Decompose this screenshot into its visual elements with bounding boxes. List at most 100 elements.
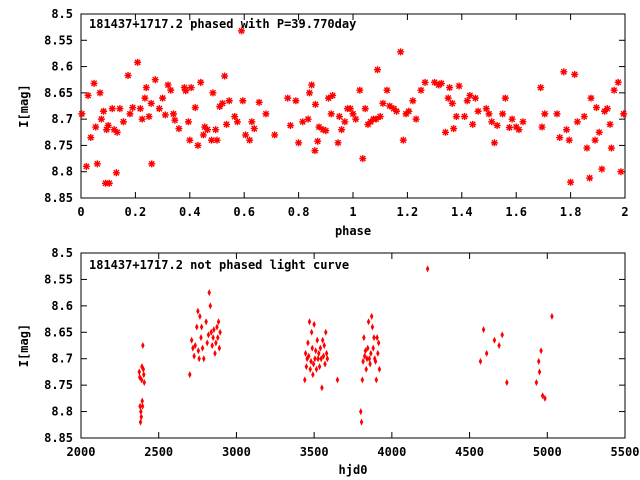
data-point [497, 342, 501, 349]
data-point [250, 124, 259, 133]
y-tick-label: 8.5 [51, 246, 73, 260]
data-point [321, 353, 326, 360]
data-point [170, 115, 180, 125]
data-point [186, 83, 196, 92]
data-point [303, 376, 307, 383]
x-tick-label: 2500 [144, 445, 173, 459]
x-tick-label: 1.4 [451, 205, 473, 219]
data-point [378, 99, 388, 108]
data-point [364, 366, 368, 373]
data-point [218, 99, 227, 108]
data-point [404, 107, 413, 116]
data-point [312, 321, 316, 328]
data-point [174, 124, 184, 133]
data-point [616, 167, 626, 176]
data-point [514, 125, 524, 134]
data-point [416, 86, 426, 95]
data-point [247, 117, 257, 126]
data-point [311, 100, 320, 109]
data-point [196, 308, 200, 315]
data-point [315, 337, 319, 344]
data-point [473, 107, 483, 116]
data-point [603, 104, 612, 113]
data-point [375, 334, 379, 341]
chart-title: 181437+1717.2 not phased light curve [89, 258, 349, 272]
x-axis-label: hjd0 [339, 463, 368, 477]
data-point [586, 93, 596, 103]
data-point [261, 109, 271, 119]
data-point [313, 347, 318, 354]
data-point [340, 117, 350, 126]
y-tick-label: 8.6 [51, 299, 73, 313]
data-point [351, 114, 360, 124]
x-tick-label: 1.2 [397, 205, 419, 219]
data-point [481, 326, 486, 333]
y-tick-label: 8.75 [44, 138, 73, 152]
data-point [585, 173, 594, 183]
data-point [335, 112, 344, 121]
y-tick-label: 8.7 [51, 112, 73, 126]
x-tick-label: 2 [621, 205, 628, 219]
data-point [139, 413, 144, 420]
data-point [181, 86, 190, 95]
data-point [213, 350, 217, 357]
data-point [358, 154, 367, 163]
data-point [314, 366, 319, 373]
data-point [370, 323, 375, 331]
data-point [317, 363, 322, 370]
data-point [119, 117, 128, 126]
data-point [142, 371, 146, 378]
chart-title: 181437+1717.2 phased with P=39.770day [89, 17, 356, 31]
data-point [478, 358, 483, 365]
data-point [208, 302, 213, 309]
data-point [169, 109, 178, 119]
data-point [270, 130, 279, 140]
data-point [425, 265, 430, 272]
data-point [565, 135, 574, 145]
data-point [306, 339, 310, 346]
y-tick-label: 8.85 [44, 431, 73, 445]
data-point [185, 135, 195, 145]
data-point [97, 114, 106, 124]
data-point [82, 162, 91, 171]
data-point [203, 125, 212, 134]
data-point [559, 67, 568, 77]
data-point [376, 112, 385, 121]
data-point [225, 96, 234, 105]
data-point [592, 103, 601, 112]
data-point [498, 109, 507, 119]
data-point [222, 120, 231, 129]
data-point [355, 86, 364, 95]
x-tick-label: 3000 [222, 445, 251, 459]
data-point [505, 123, 514, 132]
data-point [155, 104, 164, 113]
data-point [208, 88, 218, 98]
y-tick-label: 8.6 [51, 60, 73, 74]
data-point [437, 79, 446, 88]
data-point [368, 360, 372, 368]
data-point [83, 91, 93, 100]
data-point [321, 126, 330, 135]
data-point [304, 363, 309, 370]
data-point [452, 112, 461, 121]
data-point [573, 117, 582, 126]
data-point [594, 128, 604, 137]
data-point [337, 125, 346, 134]
x-axis-label: phase [335, 224, 371, 238]
data-point [333, 138, 343, 148]
data-point [161, 110, 170, 120]
data-point [492, 337, 497, 344]
chart-panel-2: 2000 2500 3000 3500 4000 4500 5000 5500 8.5 8.55 8… [17, 246, 639, 477]
data-point [133, 58, 142, 67]
data-point [317, 350, 321, 357]
data-point [537, 358, 541, 365]
y-tick-label: 8.5 [51, 7, 73, 21]
data-point [200, 345, 205, 352]
data-point [283, 93, 292, 103]
data-point [108, 104, 117, 113]
data-point [327, 109, 336, 119]
data-point [305, 88, 314, 98]
data-point [207, 289, 211, 296]
x-tick-label: 0.8 [288, 205, 310, 219]
